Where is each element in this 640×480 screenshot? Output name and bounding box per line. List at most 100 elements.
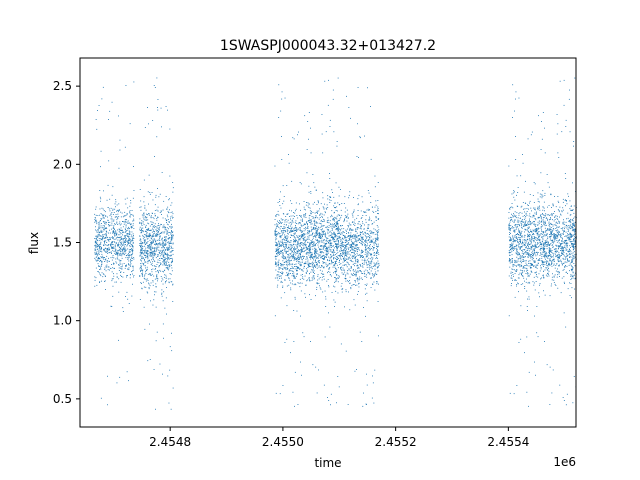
data-point	[297, 256, 299, 258]
data-point	[334, 271, 336, 273]
data-point	[121, 253, 123, 255]
data-point	[117, 251, 119, 253]
data-point	[525, 239, 527, 241]
data-point	[373, 228, 375, 230]
data-point	[322, 228, 323, 230]
data-point	[120, 253, 122, 255]
data-point	[304, 250, 305, 252]
data-point	[517, 241, 518, 243]
data-point	[150, 217, 152, 219]
data-point	[337, 77, 339, 79]
data-point	[150, 236, 152, 238]
data-point	[343, 251, 345, 253]
data-point	[348, 281, 349, 283]
data-point	[308, 237, 310, 239]
data-point	[117, 211, 119, 213]
data-point	[147, 253, 149, 254]
data-point	[319, 217, 321, 218]
data-point	[118, 115, 119, 117]
data-point	[107, 404, 108, 406]
data-point	[333, 212, 335, 214]
data-point	[539, 196, 541, 198]
data-point	[348, 268, 350, 270]
data-point	[366, 373, 367, 375]
data-point	[154, 249, 155, 251]
data-point	[308, 191, 310, 193]
data-point	[141, 273, 143, 275]
data-point	[331, 214, 332, 216]
data-point	[97, 271, 99, 272]
data-point	[347, 217, 349, 219]
data-point	[96, 246, 98, 248]
data-point	[521, 255, 523, 256]
data-point	[340, 250, 342, 252]
data-point	[513, 393, 515, 395]
data-point	[351, 229, 353, 231]
data-point	[330, 249, 332, 251]
data-point	[531, 256, 533, 258]
data-point	[336, 244, 337, 246]
data-point	[359, 238, 360, 240]
data-point	[125, 203, 127, 205]
data-point	[109, 239, 111, 240]
data-point	[163, 200, 165, 202]
data-point	[368, 228, 369, 229]
data-point	[318, 202, 319, 204]
data-point	[351, 285, 353, 287]
data-point	[115, 250, 117, 252]
data-point	[120, 236, 122, 238]
data-point	[297, 404, 299, 405]
data-point	[327, 251, 329, 253]
data-point	[117, 254, 119, 256]
data-point	[336, 223, 337, 225]
data-point	[161, 280, 162, 282]
data-point	[371, 268, 373, 270]
data-point	[317, 240, 319, 242]
data-point	[539, 249, 541, 251]
data-point	[98, 234, 100, 236]
data-point	[119, 238, 121, 240]
data-point	[100, 230, 102, 232]
data-point	[118, 203, 120, 205]
data-point	[315, 239, 317, 241]
data-point	[342, 269, 344, 271]
data-point	[152, 261, 154, 263]
data-point	[115, 258, 117, 260]
data-point	[534, 208, 536, 210]
data-point	[361, 255, 362, 257]
data-point	[325, 256, 327, 258]
data-point	[340, 225, 341, 226]
data-point	[96, 284, 98, 286]
data-point	[512, 207, 514, 209]
data-point	[171, 215, 173, 217]
data-point	[315, 215, 317, 216]
data-point	[331, 210, 333, 212]
data-point	[335, 269, 337, 271]
data-point	[116, 221, 118, 223]
data-point	[538, 115, 539, 117]
data-point	[278, 222, 280, 223]
data-point	[161, 292, 163, 294]
data-point	[317, 260, 319, 262]
data-point	[143, 242, 145, 244]
data-point	[353, 197, 354, 198]
data-point	[329, 271, 331, 273]
data-point	[287, 254, 289, 256]
data-point	[132, 250, 134, 252]
data-point	[352, 261, 354, 263]
data-point	[127, 257, 129, 259]
data-point	[365, 244, 366, 245]
data-point	[362, 252, 364, 253]
data-point	[373, 242, 375, 244]
data-point	[116, 219, 118, 221]
data-point	[365, 256, 367, 258]
data-point	[276, 253, 278, 255]
data-point	[533, 216, 535, 218]
data-point	[358, 255, 360, 256]
data-point	[317, 279, 319, 281]
data-point	[314, 251, 316, 252]
data-point	[340, 285, 342, 287]
data-point	[302, 231, 303, 233]
data-point	[357, 227, 359, 229]
data-point	[281, 230, 282, 232]
